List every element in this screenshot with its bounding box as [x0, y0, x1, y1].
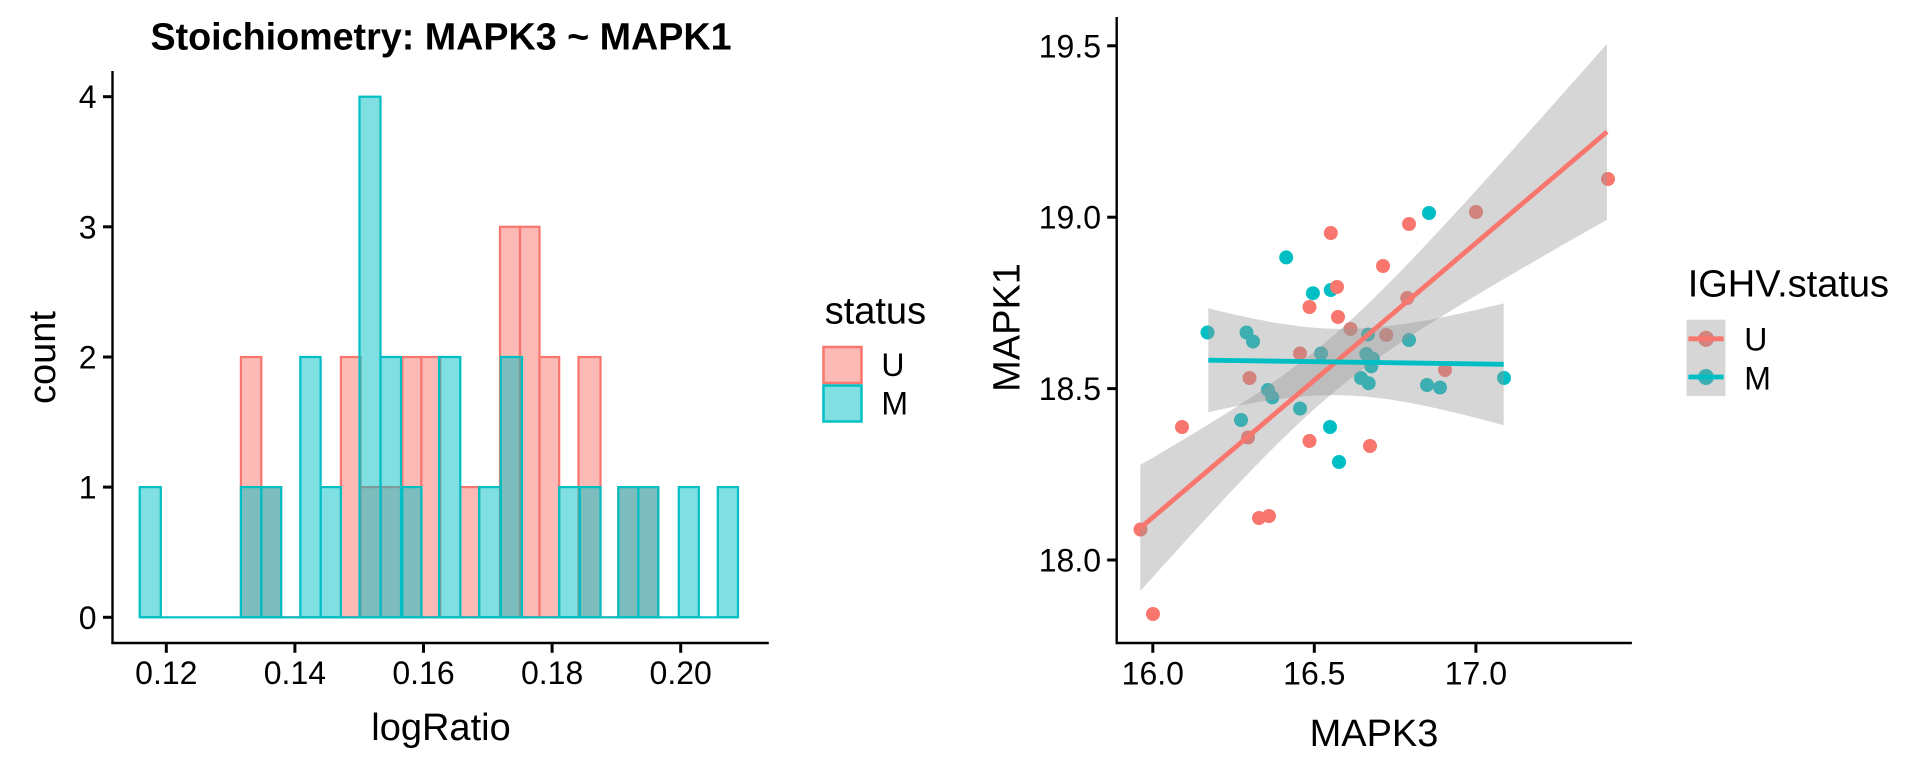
- svg-text:status: status: [825, 291, 926, 333]
- svg-text:3: 3: [79, 209, 97, 245]
- svg-text:0.20: 0.20: [650, 655, 712, 691]
- svg-text:count: count: [22, 311, 64, 404]
- svg-text:1: 1: [79, 470, 97, 506]
- svg-text:logRatio: logRatio: [371, 707, 510, 749]
- svg-text:U: U: [881, 347, 904, 383]
- svg-text:0.18: 0.18: [521, 655, 583, 691]
- svg-text:U: U: [1744, 322, 1767, 358]
- svg-text:0.16: 0.16: [392, 655, 454, 691]
- svg-text:0: 0: [79, 600, 97, 636]
- svg-text:0.14: 0.14: [264, 655, 326, 691]
- svg-text:MAPK3: MAPK3: [1310, 713, 1439, 755]
- svg-text:2: 2: [79, 340, 97, 376]
- svg-text:18.0: 18.0: [1039, 543, 1101, 579]
- svg-text:16.0: 16.0: [1122, 656, 1184, 692]
- svg-text:16.5: 16.5: [1283, 656, 1345, 692]
- svg-text:IGHV.status: IGHV.status: [1688, 264, 1889, 306]
- svg-text:M: M: [1744, 361, 1771, 397]
- svg-text:Stoichiometry: MAPK3 ~ MAPK1: Stoichiometry: MAPK3 ~ MAPK1: [150, 16, 731, 58]
- svg-text:19.0: 19.0: [1039, 200, 1101, 236]
- svg-text:0.12: 0.12: [135, 655, 197, 691]
- svg-text:4: 4: [79, 79, 97, 115]
- svg-text:19.5: 19.5: [1039, 28, 1101, 64]
- svg-text:MAPK1: MAPK1: [987, 263, 1029, 392]
- svg-text:18.5: 18.5: [1039, 371, 1101, 407]
- svg-text:M: M: [881, 386, 908, 422]
- svg-text:17.0: 17.0: [1445, 656, 1507, 692]
